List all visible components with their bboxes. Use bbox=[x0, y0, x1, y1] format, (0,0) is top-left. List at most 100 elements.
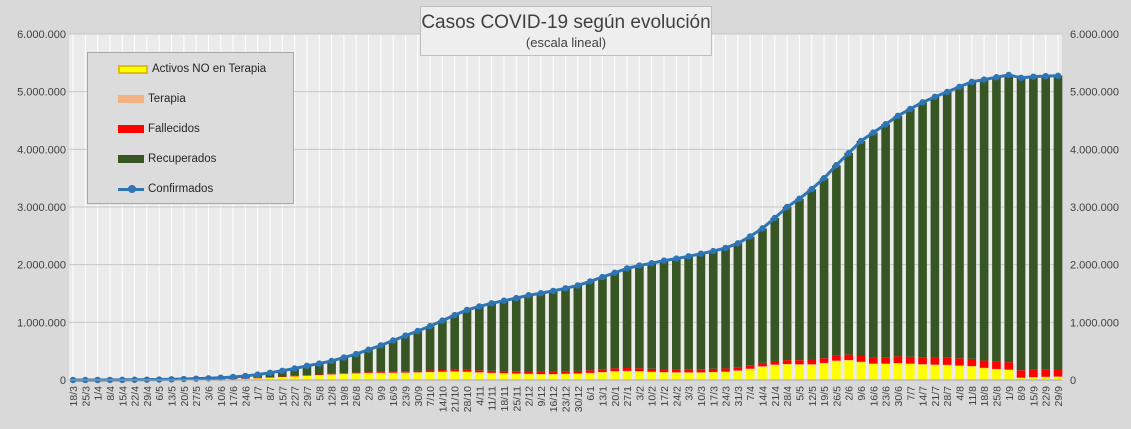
x-tick-label: 17/6 bbox=[228, 386, 240, 407]
y-tick-label-left: 5.000.000 bbox=[17, 87, 66, 99]
bar-recuperados bbox=[832, 165, 841, 356]
bar-fallecidos bbox=[770, 360, 780, 365]
bar-fallecidos bbox=[1004, 362, 1014, 370]
legend-label-fallecidos: Fallecidos bbox=[148, 123, 200, 135]
bar-terapia bbox=[647, 371, 656, 373]
bar-terapia bbox=[499, 373, 509, 374]
bar-recuperados bbox=[992, 77, 1001, 362]
point-confirmados bbox=[537, 290, 545, 297]
point-confirmados bbox=[463, 306, 471, 314]
bar-recuperados bbox=[290, 368, 299, 376]
legend-swatch-terapia bbox=[118, 95, 144, 103]
point-confirmados bbox=[254, 371, 261, 378]
bar-terapia bbox=[659, 372, 669, 373]
bar-recuperados bbox=[598, 277, 607, 370]
bar-activos bbox=[438, 371, 447, 380]
bar-terapia bbox=[425, 371, 435, 373]
legend-swatch-activos bbox=[118, 64, 148, 74]
bar-activos bbox=[561, 373, 570, 380]
bar-activos bbox=[967, 366, 977, 380]
x-tick-label: 18/8 bbox=[979, 386, 991, 407]
bar-terapia bbox=[684, 372, 693, 373]
bar-activos bbox=[622, 371, 632, 380]
x-tick-label: 7/4 bbox=[745, 386, 757, 401]
point-confirmados bbox=[820, 174, 828, 182]
point-confirmados bbox=[993, 74, 1000, 81]
bar-fallecidos bbox=[708, 368, 718, 372]
x-tick-label: 9/12 bbox=[536, 386, 548, 407]
bar-activos bbox=[475, 372, 484, 380]
bar-recuperados bbox=[536, 293, 546, 372]
bar-activos bbox=[548, 374, 558, 380]
bar-recuperados bbox=[561, 288, 570, 372]
bar-fallecidos bbox=[524, 371, 533, 374]
x-tick-label: 24/6 bbox=[240, 386, 252, 407]
legend-item-confirmados: Confirmados bbox=[118, 181, 213, 197]
point-confirmados bbox=[352, 350, 360, 358]
bar-activos bbox=[339, 373, 349, 380]
bar-activos bbox=[585, 373, 595, 380]
point-confirmados bbox=[956, 83, 963, 90]
bar-activos bbox=[1029, 377, 1038, 380]
point-confirmados bbox=[894, 112, 902, 120]
bar-terapia bbox=[376, 372, 386, 374]
bar-activos bbox=[721, 371, 730, 380]
chart-subtitle: (escala lineal) bbox=[525, 35, 607, 50]
x-tick-label: 8/7 bbox=[265, 386, 277, 401]
bar-activos bbox=[672, 372, 681, 380]
bar-fallecidos bbox=[819, 358, 829, 363]
x-tick-label: 5/8 bbox=[314, 386, 326, 401]
point-confirmados bbox=[500, 297, 508, 304]
bar-recuperados bbox=[733, 243, 743, 368]
bar-fallecidos bbox=[967, 358, 977, 367]
point-confirmados bbox=[192, 375, 200, 382]
bar-fallecidos bbox=[487, 370, 496, 373]
bar-terapia bbox=[979, 367, 989, 369]
point-confirmados bbox=[685, 253, 692, 260]
bar-recuperados bbox=[721, 247, 730, 369]
bar-fallecidos bbox=[388, 371, 398, 373]
x-tick-label: 25/3 bbox=[80, 386, 92, 407]
x-tick-label: 24/2 bbox=[671, 386, 683, 407]
bar-fallecidos bbox=[745, 365, 755, 369]
bar-fallecidos bbox=[413, 370, 423, 373]
point-confirmados bbox=[759, 225, 766, 232]
bar-activos bbox=[1041, 376, 1050, 380]
x-tick-label: 14/10 bbox=[437, 386, 449, 412]
bar-activos bbox=[979, 367, 989, 380]
point-confirmados bbox=[291, 365, 298, 372]
x-tick-label: 27/1 bbox=[622, 386, 634, 407]
x-tick-label: 3/2 bbox=[634, 386, 646, 401]
bar-activos bbox=[302, 375, 312, 380]
x-tick-label: 26/5 bbox=[831, 386, 843, 407]
legend-label-recuperados: Recuperados bbox=[148, 153, 217, 165]
bar-terapia bbox=[548, 374, 558, 375]
x-tick-label: 10/3 bbox=[696, 386, 708, 407]
bar-terapia bbox=[869, 363, 878, 365]
bar-terapia bbox=[672, 372, 681, 373]
bar-terapia bbox=[770, 364, 780, 366]
bar-terapia bbox=[955, 365, 964, 366]
bar-activos bbox=[893, 363, 903, 380]
point-confirmados bbox=[697, 250, 705, 257]
point-confirmados bbox=[660, 257, 668, 264]
bar-recuperados bbox=[881, 124, 890, 358]
bar-terapia bbox=[758, 366, 767, 367]
bar-fallecidos bbox=[364, 372, 373, 373]
point-confirmados bbox=[623, 265, 631, 272]
bar-fallecidos bbox=[1016, 370, 1026, 378]
x-tick-label: 11/11 bbox=[487, 386, 499, 411]
bar-recuperados bbox=[302, 365, 312, 376]
x-tick-label: 8/4 bbox=[105, 386, 117, 401]
legend-item-activos: Activos NO en Terapia bbox=[118, 61, 266, 77]
point-confirmados bbox=[722, 244, 729, 252]
bar-recuperados bbox=[684, 256, 693, 370]
bar-activos bbox=[905, 363, 915, 380]
bar-recuperados bbox=[782, 206, 792, 361]
point-confirmados bbox=[870, 129, 877, 136]
bar-terapia bbox=[413, 372, 423, 373]
bar-activos bbox=[253, 377, 262, 380]
x-tick-label: 29/9 bbox=[1053, 386, 1065, 407]
bar-recuperados bbox=[905, 108, 915, 357]
x-tick-label: 1/9 bbox=[1004, 386, 1016, 401]
